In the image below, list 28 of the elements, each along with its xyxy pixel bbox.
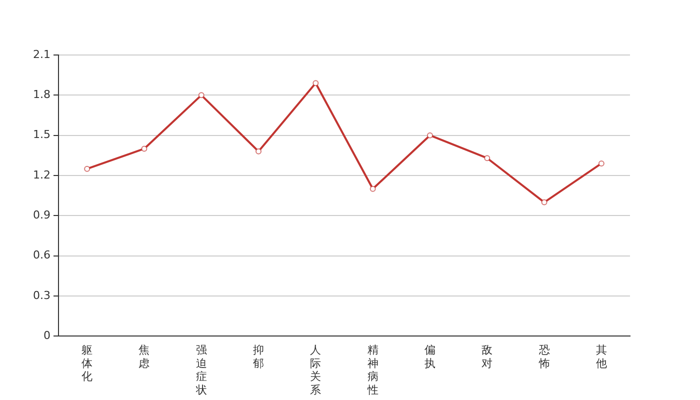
x-tick-label: 其他 (596, 344, 607, 370)
y-tick-label: 0.3 (32, 288, 50, 302)
point (598, 160, 604, 166)
point (256, 148, 262, 154)
point (312, 80, 319, 86)
y-tick-label: 0.9 (32, 208, 50, 222)
y-tick-label: 1.2 (32, 168, 50, 182)
x-tick-label: 敌对 (482, 344, 493, 370)
y-tick-label: 1.8 (32, 88, 50, 102)
y-tick-label: 0 (43, 329, 50, 342)
x-tick-label: 焦虑 (138, 344, 150, 370)
point (484, 155, 490, 162)
y-tick-label: 1.5 (32, 128, 50, 142)
point (84, 166, 90, 172)
y-tick-label: 0.6 (32, 248, 50, 262)
point (541, 199, 548, 206)
point (426, 132, 433, 138)
x-tick-label: 偏执 (424, 344, 436, 370)
point (141, 146, 148, 152)
x-tick-label: 抑郁 (253, 344, 264, 370)
x-tick-label: 恐怖 (538, 344, 550, 370)
point (370, 186, 376, 192)
x-tick-label: 精神病性 (366, 344, 378, 396)
y-tick-label: 2.1 (32, 48, 50, 61)
x-tick-label: 躯体化 (82, 344, 93, 384)
x-tick-label: 人际关系 (310, 344, 322, 396)
x-tick-label: 强迫症状 (194, 344, 207, 396)
point (198, 92, 204, 98)
